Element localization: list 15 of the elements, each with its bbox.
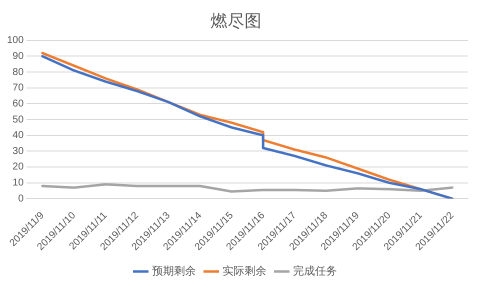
y-tick-label: 0 xyxy=(18,193,24,204)
y-tick-label: 20 xyxy=(12,162,24,173)
y-tick-label: 60 xyxy=(12,98,24,110)
y-tick-label: 70 xyxy=(12,82,24,94)
y-tick-label: 50 xyxy=(12,114,24,126)
y-tick-label: 30 xyxy=(12,146,24,157)
y-tick-label: 10 xyxy=(12,178,24,189)
legend-label: 预期剩余 xyxy=(152,264,196,278)
chart-title: 燃尽图 xyxy=(210,12,262,32)
y-tick-label: 90 xyxy=(12,50,24,62)
y-tick-label: 40 xyxy=(12,130,24,142)
legend-label: 实际剩余 xyxy=(222,264,266,278)
y-tick-label: 100 xyxy=(6,35,24,46)
legend-label: 完成任务 xyxy=(292,264,337,278)
y-tick-label: 80 xyxy=(12,66,24,78)
